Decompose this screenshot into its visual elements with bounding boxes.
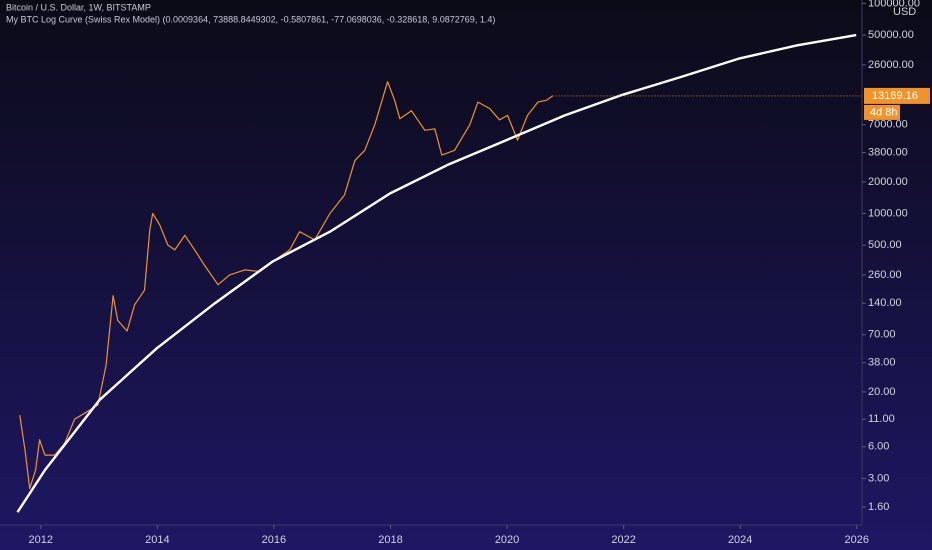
y-tick-label: 7000.00 bbox=[868, 119, 908, 131]
x-tick-label: 2016 bbox=[262, 534, 286, 546]
y-tick-label: 50000.00 bbox=[868, 29, 914, 41]
y-tick-label: 70.00 bbox=[868, 329, 896, 341]
y-tick-label: 260.00 bbox=[868, 269, 902, 281]
y-tick-label: 38.00 bbox=[868, 357, 896, 369]
y-tick-label: 140.00 bbox=[868, 297, 902, 309]
overlay: USD 13169.16 4d 8h bbox=[552, 0, 932, 120]
x-tick-label: 2014 bbox=[145, 534, 169, 546]
last-price-label: 13169.16 bbox=[872, 90, 918, 102]
series-line bbox=[16, 33, 857, 513]
y-tick-label: 26000.00 bbox=[868, 59, 914, 71]
countdown-tag bbox=[864, 104, 900, 120]
y-tick-label: 11.00 bbox=[868, 413, 895, 425]
x-tick-label: 2024 bbox=[728, 534, 752, 546]
x-tick-label: 2020 bbox=[495, 534, 519, 546]
plot-area bbox=[16, 33, 857, 513]
countdown-label: 4d 8h bbox=[870, 106, 898, 118]
chart-subtitle: My BTC Log Curve (Swiss Rex Model) (0.00… bbox=[6, 14, 495, 24]
x-tick-label: 2022 bbox=[611, 534, 635, 546]
y-tick-label: 1000.00 bbox=[868, 207, 908, 219]
chart-title: Bitcoin / U.S. Dollar, 1W, BITSTAMP bbox=[6, 2, 151, 12]
y-tick-label: 3.00 bbox=[868, 472, 889, 484]
y-tick-label: 20.00 bbox=[868, 386, 896, 398]
series-line bbox=[19, 81, 553, 490]
x-tick-label: 2018 bbox=[378, 534, 402, 546]
x-tick-label: 2012 bbox=[29, 534, 53, 546]
y-tick-label: 2000.00 bbox=[868, 176, 908, 188]
x-tick-label: 2026 bbox=[845, 534, 869, 546]
y-tick-label: 100000.00 bbox=[868, 0, 920, 9]
y-unit: USD bbox=[893, 6, 916, 18]
unit-box bbox=[888, 0, 932, 20]
last-price-tag bbox=[864, 87, 930, 104]
y-tick-label: 3800.00 bbox=[868, 147, 908, 159]
y-tick-label: 6.00 bbox=[868, 441, 889, 453]
y-tick-label: 1.60 bbox=[868, 501, 889, 513]
y-tick-label: 500.00 bbox=[868, 239, 902, 251]
